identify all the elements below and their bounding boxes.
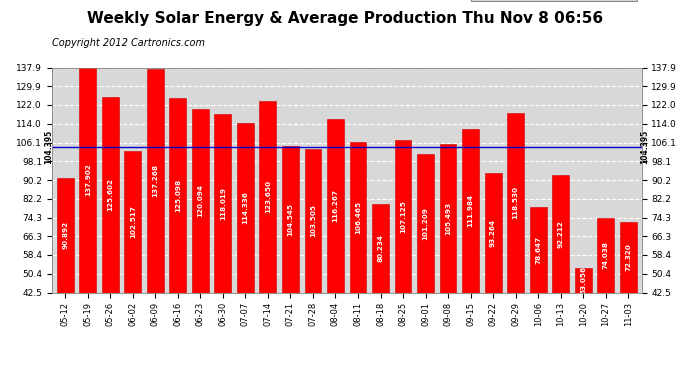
Bar — [170, 98, 186, 292]
Text: 118.530: 118.530 — [513, 186, 519, 219]
Bar — [620, 222, 637, 292]
Bar — [372, 204, 389, 292]
Bar — [552, 175, 569, 292]
Text: 111.984: 111.984 — [468, 194, 473, 227]
Text: 72.320: 72.320 — [625, 243, 631, 271]
Bar — [395, 140, 411, 292]
Text: 93.264: 93.264 — [490, 219, 496, 247]
Text: 102.517: 102.517 — [130, 205, 136, 238]
Text: 104.395: 104.395 — [44, 129, 53, 164]
Text: 92.212: 92.212 — [558, 220, 564, 248]
Bar — [102, 96, 119, 292]
Text: 101.209: 101.209 — [422, 207, 428, 240]
Text: 80.234: 80.234 — [377, 234, 384, 262]
Text: 114.336: 114.336 — [242, 191, 248, 224]
Bar — [237, 123, 254, 292]
Text: 107.125: 107.125 — [400, 200, 406, 233]
Text: 137.268: 137.268 — [152, 164, 158, 197]
Bar — [484, 173, 502, 292]
Text: 125.098: 125.098 — [175, 178, 181, 212]
Bar — [259, 101, 277, 292]
Text: 120.094: 120.094 — [197, 184, 204, 218]
Text: 137.902: 137.902 — [85, 164, 91, 196]
Text: 78.647: 78.647 — [535, 236, 541, 264]
Text: Weekly Solar Energy & Average Production Thu Nov 8 06:56: Weekly Solar Energy & Average Production… — [87, 11, 603, 26]
Bar — [417, 154, 434, 292]
Bar — [507, 113, 524, 292]
Bar — [147, 69, 164, 292]
Text: 104.395: 104.395 — [640, 129, 649, 164]
Bar — [124, 151, 141, 292]
Bar — [192, 110, 209, 292]
Text: 104.545: 104.545 — [288, 203, 293, 236]
Bar — [440, 144, 457, 292]
Text: 116.267: 116.267 — [333, 189, 339, 222]
Bar — [350, 142, 366, 292]
Bar — [530, 207, 546, 292]
Text: 106.465: 106.465 — [355, 201, 361, 234]
Bar — [304, 148, 322, 292]
Text: 125.602: 125.602 — [107, 178, 113, 211]
Bar — [462, 129, 479, 292]
Bar — [57, 178, 74, 292]
Text: 74.038: 74.038 — [602, 242, 609, 269]
Text: 123.650: 123.650 — [265, 180, 271, 213]
Bar — [79, 68, 96, 292]
Text: 103.505: 103.505 — [310, 204, 316, 237]
Bar — [215, 114, 231, 292]
Legend: Average (kWh), Weekly (kWh): Average (kWh), Weekly (kWh) — [471, 0, 637, 1]
Text: 90.892: 90.892 — [62, 221, 68, 249]
Bar — [282, 146, 299, 292]
Bar — [327, 118, 344, 292]
Text: 105.493: 105.493 — [445, 202, 451, 235]
Text: Copyright 2012 Cartronics.com: Copyright 2012 Cartronics.com — [52, 38, 205, 48]
Text: 53.056: 53.056 — [580, 266, 586, 294]
Text: 118.019: 118.019 — [220, 187, 226, 220]
Bar — [575, 268, 591, 292]
Bar — [598, 218, 614, 292]
